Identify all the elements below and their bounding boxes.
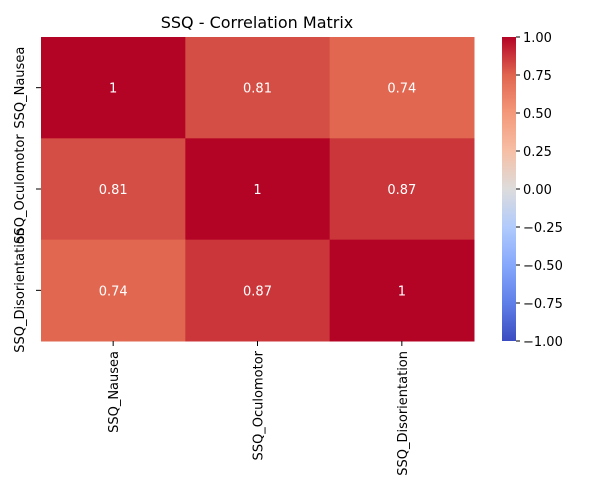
x-tick-label-0: SSQ_Nausea <box>107 351 122 433</box>
colorbar-tick-label-2: 0.50 <box>523 107 552 122</box>
cell-annotation-2-2: 1 <box>398 284 406 299</box>
cell-annotation-2-1: 0.87 <box>243 284 272 299</box>
colorbar-tick-label-8: −1.00 <box>523 335 563 350</box>
colorbar-tick-label-1: 0.75 <box>523 69 552 84</box>
x-axis: SSQ_Nausea SSQ_Oculomotor SSQ_Disorientati… <box>107 341 411 476</box>
y-tick-label-1: SSQ_Oculomotor <box>13 134 28 244</box>
colorbar-tick-label-6: −0.50 <box>523 259 563 274</box>
colorbar-tick-label-7: −0.75 <box>523 297 563 312</box>
colorbar-tick-label-3: 0.25 <box>523 145 552 160</box>
colorbar-tick-label-4: 0.00 <box>523 183 552 198</box>
colorbar-tick-label-0: 1.00 <box>523 31 552 46</box>
heatmap-cell-0-0 <box>41 37 186 139</box>
chart-title: SSQ - Correlation Matrix <box>161 13 354 32</box>
cell-annotation-1-1: 1 <box>253 183 261 198</box>
heatmap-cell-2-0 <box>41 239 186 342</box>
heatmap-cell-2-1 <box>185 239 331 342</box>
heatmap-cell-2-2 <box>329 239 475 342</box>
cell-annotation-0-0: 1 <box>109 82 117 97</box>
cell-annotation-0-1: 0.81 <box>243 82 272 97</box>
heatmap-cell-1-2 <box>329 138 475 241</box>
y-tick-label-2: SSQ_Disorientation <box>13 228 28 353</box>
colorbar-axis: 1.00 0.75 0.50 0.25 0.00 −0.25 −0.50 −0.75 −1.00 <box>516 31 563 350</box>
cell-annotation-1-2: 0.87 <box>387 183 416 198</box>
x-tick-label-2: SSQ_Disorientation <box>396 351 411 476</box>
heatmap-cell-0-2 <box>329 37 475 139</box>
cell-annotation-0-2: 0.74 <box>387 82 416 97</box>
cell-annotation-1-0: 0.81 <box>99 183 128 198</box>
y-tick-label-0: SSQ_Nausea <box>13 47 28 129</box>
heatmap-cells: 1 0.81 0.74 0.81 1 0.87 0.74 0.87 1 <box>41 37 475 342</box>
heatmap-cell-1-0 <box>41 138 186 241</box>
cell-annotation-2-0: 0.74 <box>99 284 128 299</box>
colorbar-tick-label-5: −0.25 <box>523 221 563 236</box>
heatmap-cell-0-1 <box>185 37 331 139</box>
y-axis: SSQ_Nausea SSQ_OculomotorSSQ_Disorientati… <box>13 47 41 353</box>
x-tick-label-1: SSQ_Oculomotor <box>252 350 267 460</box>
heatmap-cell-1-1 <box>185 138 331 241</box>
colorbar <box>502 37 516 341</box>
